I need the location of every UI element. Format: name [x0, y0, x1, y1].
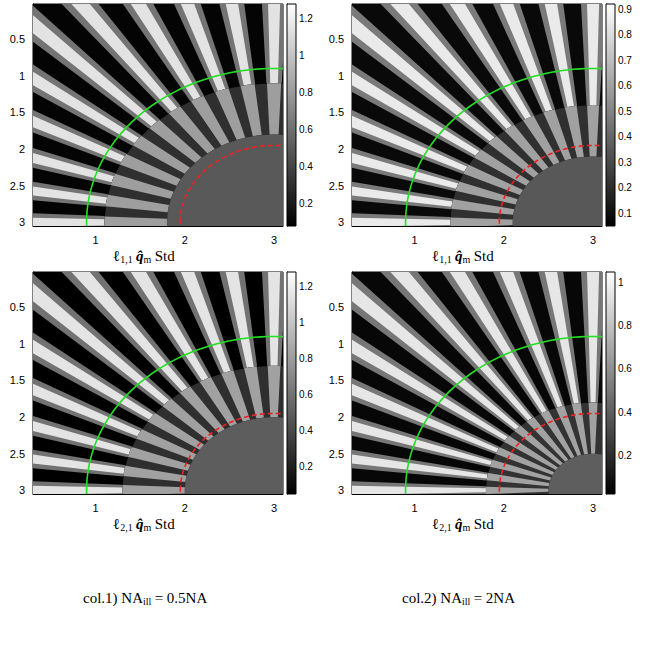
svg-text:Std: Std [155, 516, 176, 532]
svg-text:3: 3 [590, 502, 596, 514]
svg-text:ill: ill [462, 596, 471, 607]
svg-text:ill: ill [143, 596, 152, 607]
svg-text:0.5: 0.5 [329, 301, 344, 313]
svg-text:2: 2 [19, 411, 25, 423]
svg-text:1: 1 [411, 502, 417, 514]
svg-text:0.4: 0.4 [299, 161, 313, 172]
svg-text:2,1: 2,1 [120, 522, 133, 533]
svg-text:0.6: 0.6 [618, 80, 632, 91]
svg-text:2.5: 2.5 [329, 448, 344, 460]
svg-text:0.2: 0.2 [618, 182, 632, 193]
svg-text:1: 1 [618, 277, 624, 288]
svg-text:0.6: 0.6 [618, 363, 632, 374]
svg-text:0.1: 0.1 [618, 208, 632, 219]
svg-text:1.5: 1.5 [10, 374, 25, 386]
html-text:q̂m: q̂m [455, 247, 471, 265]
svg-text:0.4: 0.4 [618, 407, 632, 418]
svg-text:= 2NA: = 2NA [474, 590, 516, 606]
svg-text:2: 2 [182, 502, 188, 514]
svg-text:0.3: 0.3 [618, 157, 632, 168]
svg-text:2: 2 [182, 234, 188, 246]
svg-text:ℓ: ℓ [432, 248, 439, 264]
svg-text:0.2: 0.2 [299, 461, 313, 472]
svg-text:3: 3 [19, 216, 25, 228]
svg-text:ℓ: ℓ [432, 516, 439, 532]
svg-text:0.2: 0.2 [618, 450, 632, 461]
svg-text:0.7: 0.7 [618, 55, 632, 66]
svg-text:Std: Std [474, 248, 495, 264]
svg-text:1: 1 [92, 234, 98, 246]
svg-text:Std: Std [155, 248, 176, 264]
svg-text:1.5: 1.5 [329, 374, 344, 386]
svg-text:3: 3 [338, 484, 344, 496]
svg-text:1: 1 [338, 338, 344, 350]
svg-text:1: 1 [411, 234, 417, 246]
svg-text:0.5: 0.5 [10, 301, 25, 313]
svg-text:1,1: 1,1 [120, 254, 133, 265]
svg-text:0.5: 0.5 [329, 33, 344, 45]
svg-text:ℓ: ℓ [113, 516, 120, 532]
svg-text:0.8: 0.8 [618, 29, 632, 40]
svg-text:2,1: 2,1 [439, 522, 452, 533]
svg-text:1.5: 1.5 [10, 106, 25, 118]
svg-text:2: 2 [338, 411, 344, 423]
svg-text:0.4: 0.4 [299, 425, 313, 436]
svg-text:ℓ: ℓ [113, 248, 120, 264]
svg-text:Std: Std [474, 516, 495, 532]
svg-text:0.8: 0.8 [299, 87, 313, 98]
svg-text:1.5: 1.5 [329, 106, 344, 118]
svg-text:3: 3 [271, 502, 277, 514]
svg-text:1: 1 [19, 338, 25, 350]
svg-text:2: 2 [501, 234, 507, 246]
svg-text:= 0.5NA: = 0.5NA [155, 590, 208, 606]
svg-text:2: 2 [19, 143, 25, 155]
svg-text:0.9: 0.9 [618, 4, 632, 15]
svg-text:0.8: 0.8 [299, 353, 313, 364]
svg-text:0.6: 0.6 [299, 389, 313, 400]
svg-text:2: 2 [338, 143, 344, 155]
svg-text:1: 1 [338, 70, 344, 82]
svg-text:1.2: 1.2 [299, 281, 313, 292]
svg-text:2.5: 2.5 [10, 448, 25, 460]
svg-text:1: 1 [299, 50, 305, 61]
svg-text:3: 3 [19, 484, 25, 496]
svg-text:col.1) NA: col.1) NA [83, 590, 143, 607]
svg-text:3: 3 [590, 234, 596, 246]
html-text:q̂m: q̂m [136, 247, 152, 265]
svg-text:0.5: 0.5 [618, 106, 632, 117]
html-text:q̂m: q̂m [455, 515, 471, 533]
svg-text:1: 1 [299, 317, 305, 328]
svg-text:0.6: 0.6 [299, 124, 313, 135]
svg-text:1: 1 [19, 70, 25, 82]
svg-text:3: 3 [271, 234, 277, 246]
svg-text:0.4: 0.4 [618, 131, 632, 142]
svg-text:1,1: 1,1 [439, 254, 452, 265]
svg-text:2.5: 2.5 [10, 180, 25, 192]
svg-text:0.8: 0.8 [618, 320, 632, 331]
svg-text:0.2: 0.2 [299, 198, 313, 209]
html-text:q̂m: q̂m [136, 515, 152, 533]
svg-text:2.5: 2.5 [329, 180, 344, 192]
svg-text:2: 2 [501, 502, 507, 514]
svg-text:col.2) NA: col.2) NA [402, 590, 462, 607]
svg-text:3: 3 [338, 216, 344, 228]
svg-text:0.5: 0.5 [10, 33, 25, 45]
svg-text:1: 1 [92, 502, 98, 514]
svg-text:1.2: 1.2 [299, 13, 313, 24]
